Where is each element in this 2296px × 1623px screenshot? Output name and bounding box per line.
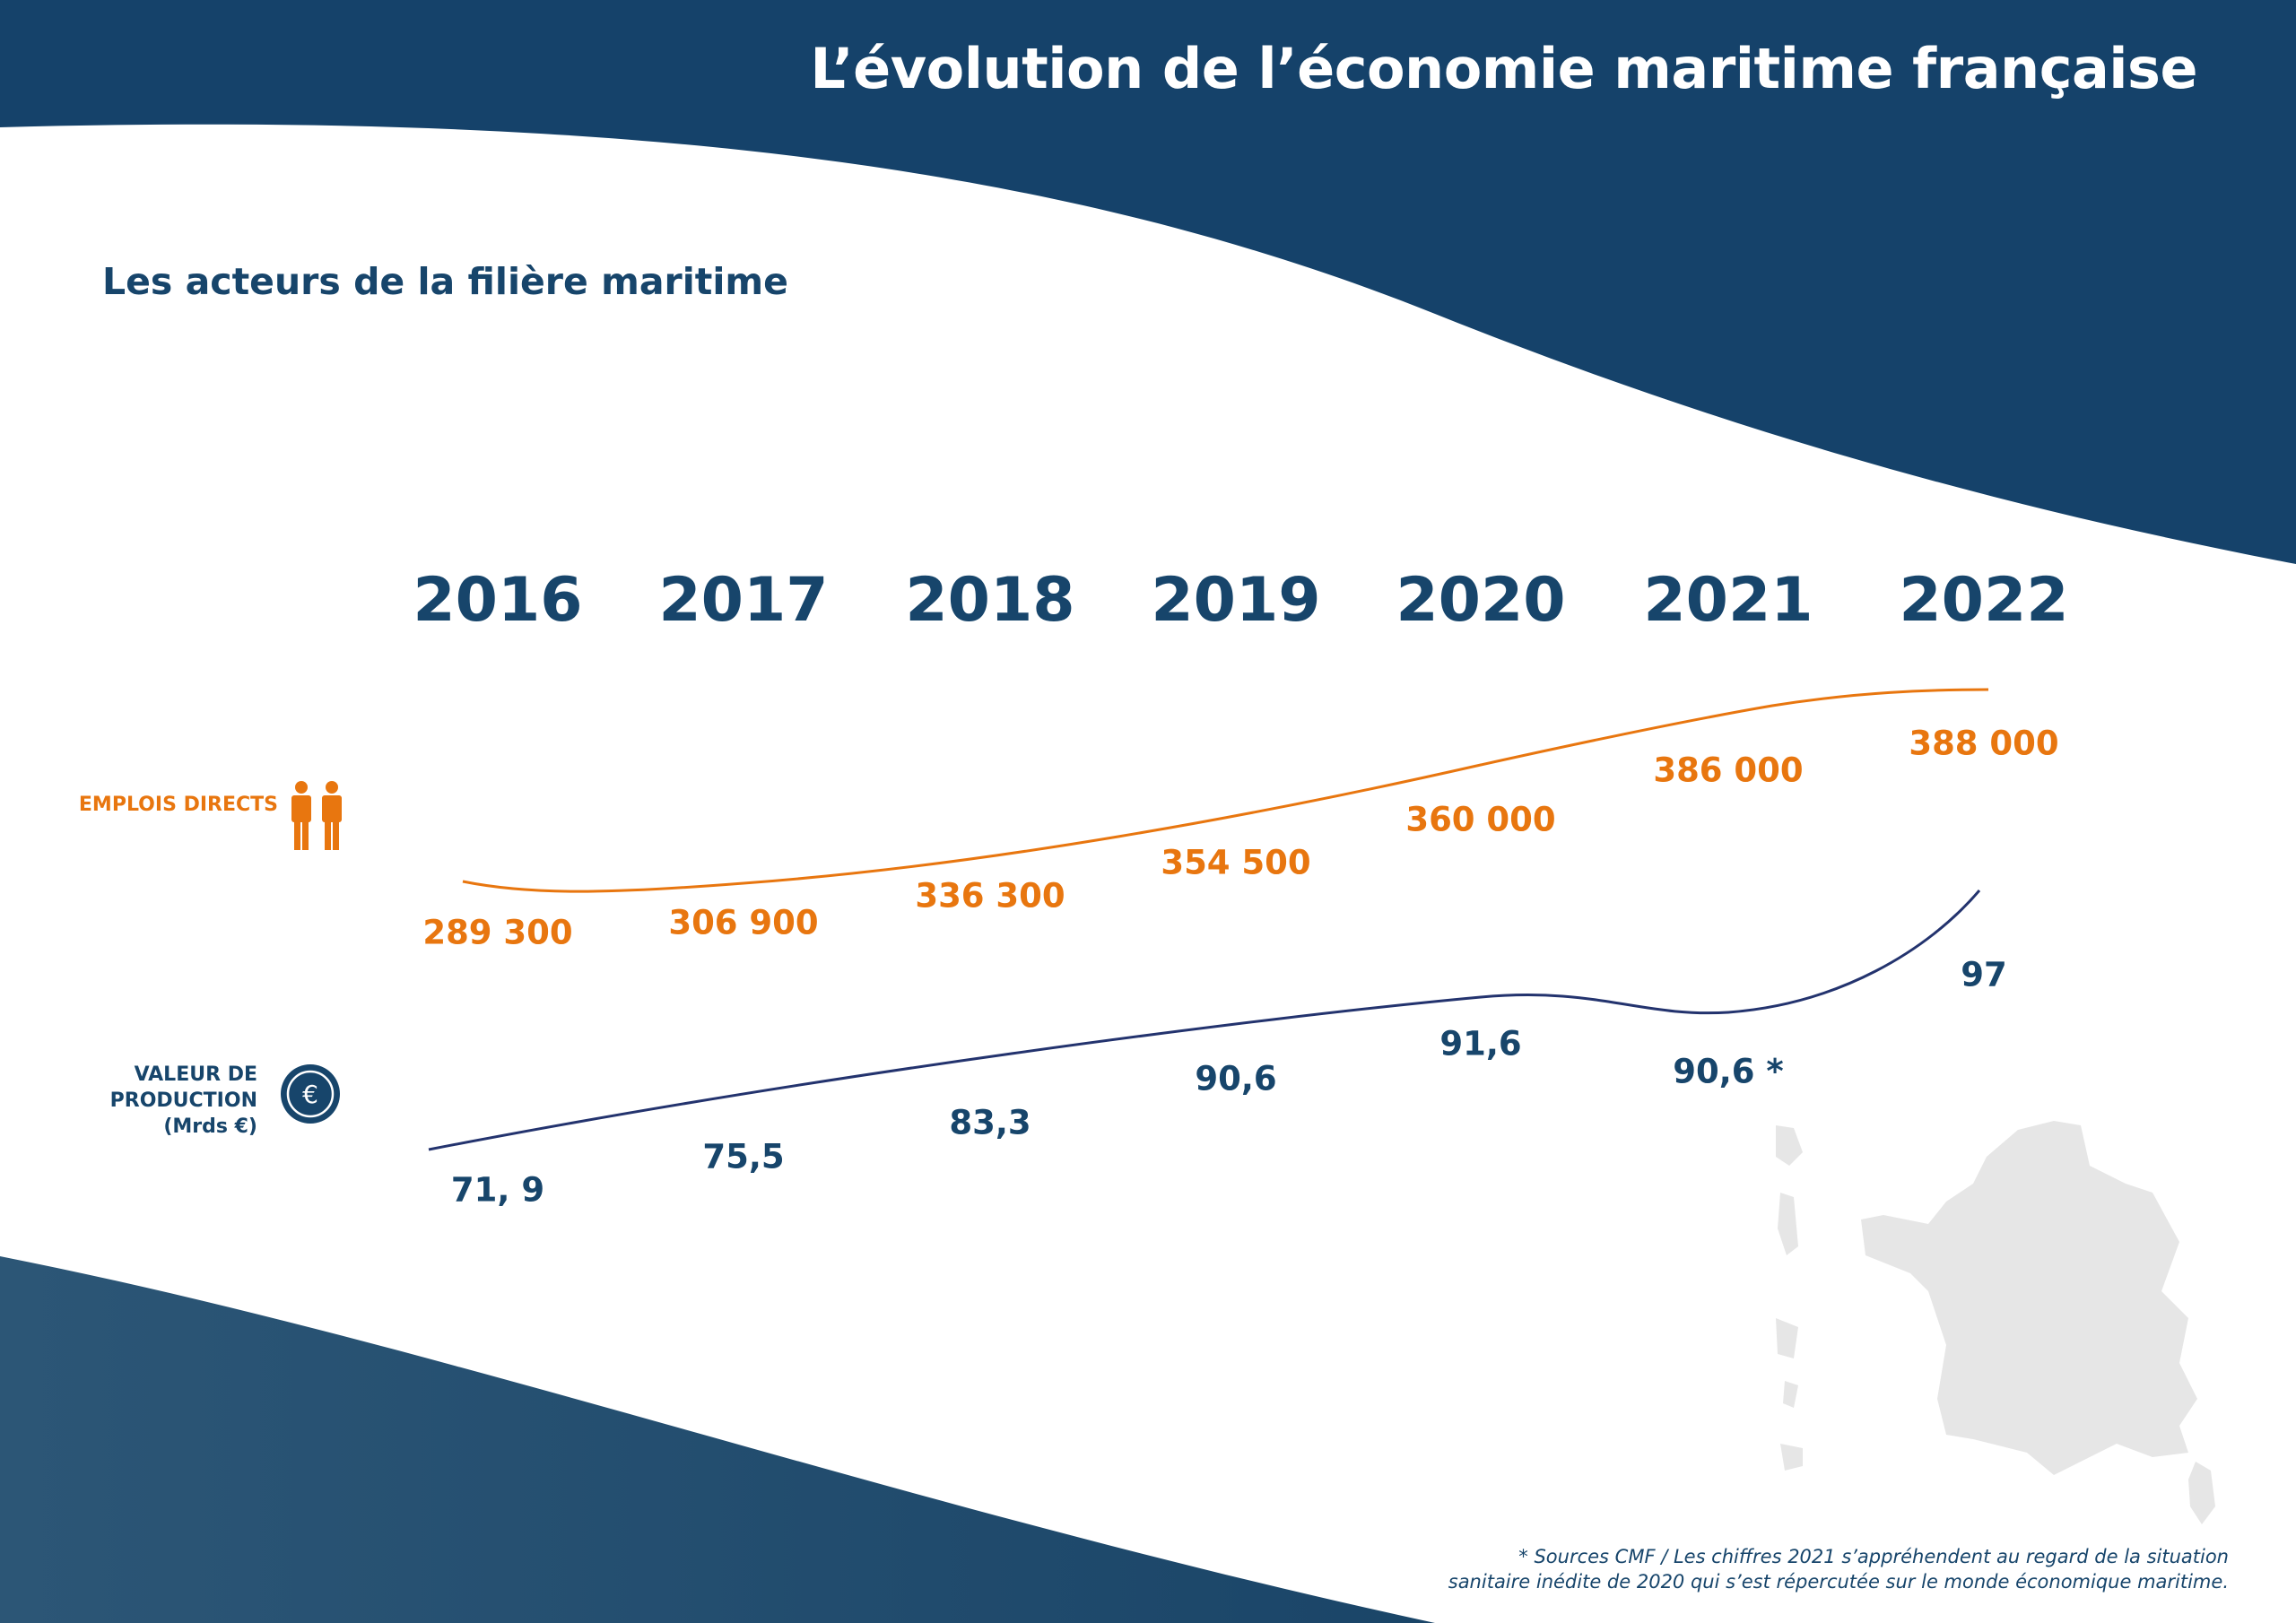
valeur-value: 71, 9 xyxy=(450,1170,545,1210)
footnote: * Sources CMF / Les chiffres 2021 s’appr… xyxy=(1448,1544,2229,1594)
year-label: 2016 xyxy=(413,565,583,636)
emplois-value: 289 300 xyxy=(422,913,573,952)
top-wave xyxy=(0,0,2296,564)
valeur-value: 97 xyxy=(1961,955,2007,994)
valeur-value: 90,6 xyxy=(1195,1059,1277,1098)
france-map xyxy=(1776,1121,2215,1524)
emplois-value: 336 300 xyxy=(915,876,1065,916)
section-subtitle: Les acteurs de la filière maritime xyxy=(102,260,788,303)
footnote-line1: * Sources CMF / Les chiffres 2021 s’appr… xyxy=(1518,1546,2229,1567)
emplois-line xyxy=(462,688,1989,893)
footnote-line2: sanitaire inédite de 2020 qui s’est répe… xyxy=(1448,1571,2229,1593)
emplois-value: 306 900 xyxy=(668,903,819,942)
people-icon xyxy=(291,781,342,850)
page-title: L’évolution de l’économie maritime franç… xyxy=(810,36,2197,101)
emplois-value: 354 500 xyxy=(1161,843,1311,882)
valeur-value: 90,6 * xyxy=(1673,1052,1784,1091)
emplois-value: 388 000 xyxy=(1909,724,2059,763)
year-label: 2020 xyxy=(1396,565,1566,636)
valeur-line xyxy=(428,890,1981,1151)
emplois-value: 386 000 xyxy=(1653,751,1804,790)
valeur-label-line3: (Mrds €) xyxy=(163,1115,257,1138)
year-label: 2022 xyxy=(1899,565,2069,636)
valeur-value: 91,6 xyxy=(1439,1024,1522,1063)
year-label: 2019 xyxy=(1151,565,1321,636)
bottom-wave xyxy=(0,1256,1435,1623)
valeur-label: VALEUR DE PRODUCTION (Mrds €) xyxy=(110,1062,257,1140)
valeur-label-line1: VALEUR DE xyxy=(134,1063,257,1086)
emplois-label: EMPLOIS DIRECTS xyxy=(78,794,278,816)
valeur-value: 75,5 xyxy=(702,1137,785,1176)
year-label: 2017 xyxy=(658,565,829,636)
year-label: 2021 xyxy=(1643,565,1813,636)
year-label: 2018 xyxy=(905,565,1075,636)
valeur-label-line2: PRODUCTION xyxy=(109,1089,257,1112)
emplois-value: 360 000 xyxy=(1405,800,1556,839)
svg-text:€: € xyxy=(302,1080,318,1109)
euro-coin-icon: € xyxy=(281,1064,340,1124)
valeur-value: 83,3 xyxy=(949,1103,1031,1142)
